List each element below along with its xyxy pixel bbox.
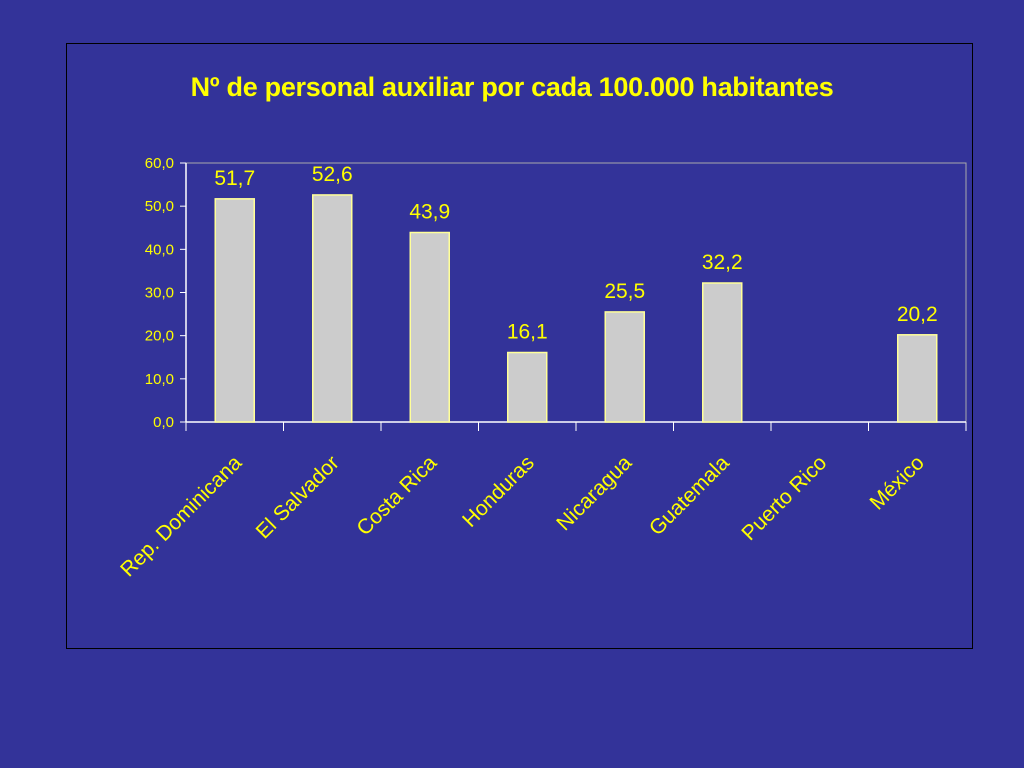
data-label: 16,1	[507, 321, 548, 344]
bar	[409, 231, 450, 423]
y-tick-label: 60,0	[145, 155, 174, 172]
category-label: Rep. Dominicana	[116, 451, 246, 581]
category-label: Puerto Rico	[737, 451, 831, 545]
chart-frame	[66, 43, 973, 649]
y-tick-label: 10,0	[145, 371, 174, 388]
data-label: 43,9	[409, 200, 450, 223]
bar	[604, 311, 645, 423]
bar	[507, 351, 548, 423]
y-tick-label: 30,0	[145, 285, 174, 302]
y-tick-label: 0,0	[153, 414, 174, 431]
category-label: El Salvador	[252, 451, 344, 543]
data-label: 52,6	[312, 163, 353, 186]
y-tick-label: 40,0	[145, 241, 174, 258]
y-tick-label: 20,0	[145, 328, 174, 345]
data-label: 51,7	[214, 167, 255, 190]
data-label: 25,5	[604, 280, 645, 303]
plot-area	[185, 162, 967, 423]
bar	[312, 194, 353, 423]
bar	[897, 334, 938, 423]
y-tick-label: 50,0	[145, 198, 174, 215]
data-label: 20,2	[897, 303, 938, 326]
category-label: Nicaragua	[552, 451, 636, 535]
bar	[214, 198, 255, 423]
data-label: 32,2	[702, 251, 743, 274]
chart-title: Nº de personal auxiliar por cada 100.000…	[190, 72, 834, 102]
category-label: Costa Rica	[352, 451, 441, 540]
bar	[702, 282, 743, 423]
category-label: Honduras	[458, 451, 539, 532]
category-label: México	[865, 451, 928, 514]
category-label: Guatemala	[645, 451, 734, 540]
